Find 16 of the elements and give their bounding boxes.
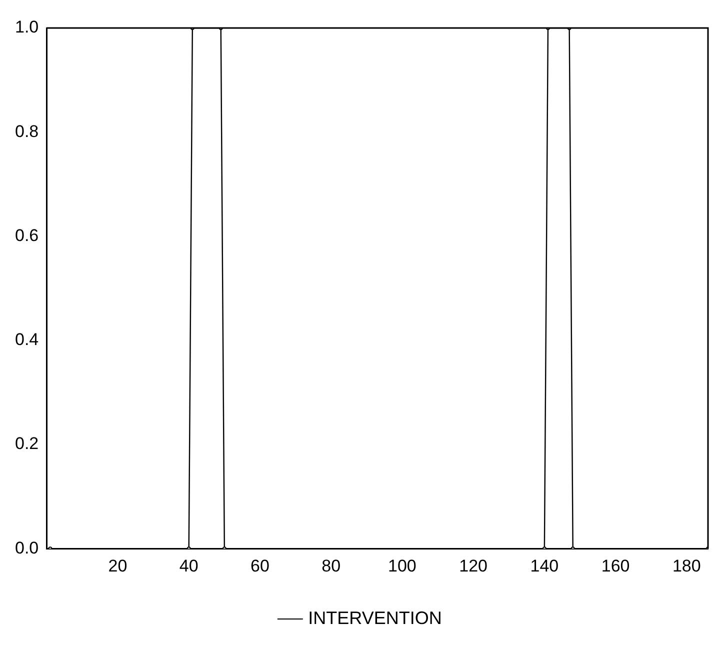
- y-tick-label: 0.0: [14, 538, 39, 558]
- x-tick-label: 140: [530, 556, 559, 576]
- x-tick-label: 120: [459, 556, 488, 576]
- y-tick-label: 0.8: [14, 122, 39, 141]
- x-tick-label: 40: [179, 556, 198, 576]
- y-tick-label: 0.2: [14, 434, 39, 454]
- x-tick-label: 80: [322, 556, 341, 576]
- y-tick-label: 1.0: [14, 18, 39, 37]
- legend-label: INTERVENTION: [308, 608, 442, 628]
- x-tick-label: 160: [601, 556, 630, 576]
- y-tick-label: 0.4: [14, 330, 39, 350]
- y-tick-label: 0.6: [14, 226, 39, 245]
- x-tick-label: 20: [108, 556, 128, 576]
- x-tick-label: 100: [388, 556, 416, 576]
- x-tick-label: 60: [250, 556, 270, 576]
- x-tick-label: 180: [672, 556, 701, 576]
